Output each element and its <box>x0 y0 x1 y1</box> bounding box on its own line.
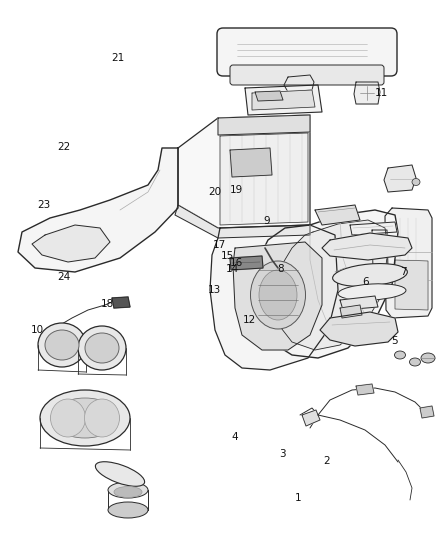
Polygon shape <box>356 384 374 395</box>
FancyBboxPatch shape <box>230 65 384 85</box>
Text: 17: 17 <box>212 240 226 250</box>
Ellipse shape <box>108 502 148 518</box>
Ellipse shape <box>51 398 119 438</box>
Polygon shape <box>385 208 432 318</box>
Ellipse shape <box>50 399 85 437</box>
Ellipse shape <box>395 351 406 359</box>
Text: 13: 13 <box>208 286 221 295</box>
Ellipse shape <box>38 323 86 367</box>
Text: 2: 2 <box>323 456 330 466</box>
Text: 18: 18 <box>101 299 114 309</box>
Polygon shape <box>340 296 378 310</box>
Text: 3: 3 <box>279 449 286 459</box>
Ellipse shape <box>114 487 142 497</box>
Polygon shape <box>255 91 283 101</box>
Ellipse shape <box>412 179 420 185</box>
Ellipse shape <box>95 462 145 486</box>
Text: 8: 8 <box>277 264 284 274</box>
Text: 24: 24 <box>57 272 70 282</box>
Polygon shape <box>175 205 310 238</box>
Polygon shape <box>284 75 314 92</box>
Text: 22: 22 <box>57 142 70 151</box>
Polygon shape <box>275 220 388 350</box>
Polygon shape <box>302 410 320 426</box>
Polygon shape <box>252 210 398 358</box>
Text: 12: 12 <box>243 315 256 325</box>
Polygon shape <box>245 85 322 115</box>
Text: 23: 23 <box>37 200 50 210</box>
Polygon shape <box>372 230 388 270</box>
Ellipse shape <box>108 482 148 498</box>
Ellipse shape <box>259 270 297 320</box>
Text: 19: 19 <box>230 185 243 195</box>
Ellipse shape <box>85 399 120 437</box>
Polygon shape <box>233 242 322 350</box>
Ellipse shape <box>85 333 119 363</box>
Text: 9: 9 <box>264 216 271 226</box>
Text: 14: 14 <box>226 264 239 274</box>
Polygon shape <box>395 260 428 310</box>
Polygon shape <box>18 148 178 272</box>
Ellipse shape <box>45 330 79 360</box>
Text: 1: 1 <box>294 494 301 503</box>
Polygon shape <box>384 165 416 192</box>
Polygon shape <box>230 148 272 177</box>
Polygon shape <box>320 312 398 346</box>
Polygon shape <box>350 222 397 235</box>
FancyBboxPatch shape <box>217 28 397 76</box>
Polygon shape <box>230 256 263 270</box>
Text: 16: 16 <box>230 258 243 268</box>
Polygon shape <box>32 225 110 262</box>
Polygon shape <box>354 82 380 104</box>
Text: 21: 21 <box>112 53 125 62</box>
Text: 4: 4 <box>231 432 238 442</box>
Polygon shape <box>178 115 310 228</box>
Polygon shape <box>252 90 315 110</box>
Polygon shape <box>340 305 362 318</box>
Ellipse shape <box>338 284 406 300</box>
Text: 11: 11 <box>374 88 388 98</box>
Polygon shape <box>322 233 412 260</box>
Ellipse shape <box>251 261 305 329</box>
Text: 6: 6 <box>362 278 369 287</box>
Text: 10: 10 <box>31 326 44 335</box>
Polygon shape <box>112 297 130 308</box>
Text: 15: 15 <box>221 251 234 261</box>
Polygon shape <box>315 205 360 225</box>
Text: 7: 7 <box>399 267 406 277</box>
Ellipse shape <box>78 326 126 370</box>
Ellipse shape <box>410 358 420 366</box>
Text: 20: 20 <box>208 187 221 197</box>
Polygon shape <box>220 133 308 225</box>
Text: 5: 5 <box>391 336 398 346</box>
Polygon shape <box>218 115 310 135</box>
Ellipse shape <box>421 353 435 363</box>
Polygon shape <box>420 406 434 418</box>
Ellipse shape <box>332 263 407 286</box>
Polygon shape <box>210 225 338 370</box>
Ellipse shape <box>40 390 130 446</box>
